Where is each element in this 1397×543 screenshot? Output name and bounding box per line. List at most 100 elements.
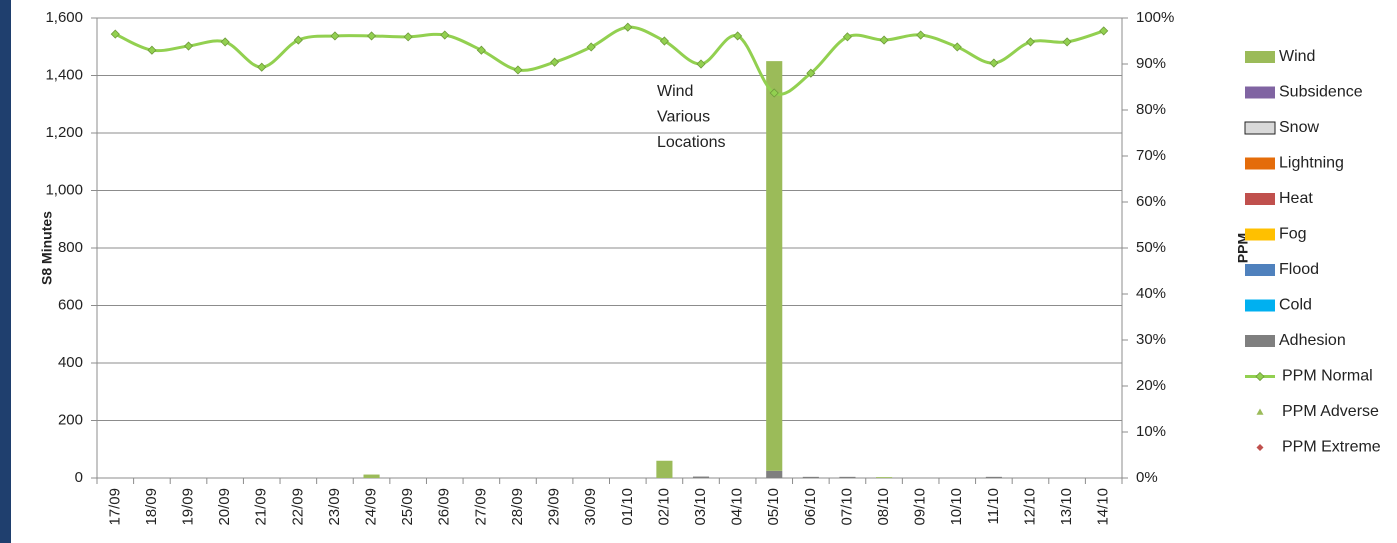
bar-segment [802,476,819,478]
legend-marker [1255,371,1265,382]
bar-segment [839,476,856,478]
y-tick-label: 1,200 [45,124,83,141]
annotation: Wind [657,83,693,100]
x-tick-label: 03/10 [692,488,709,526]
bar-segment [766,61,783,471]
ppm-marker [952,42,962,52]
x-tick-label: 14/10 [1095,488,1112,526]
x-tick-label: 12/10 [1021,488,1038,526]
legend-swatch [1245,299,1275,312]
x-tick-label: 28/09 [509,488,526,526]
legend-swatch [1245,51,1275,63]
ppm-marker [1062,37,1072,47]
ppm-marker [403,32,413,42]
legend-swatch [1244,121,1276,135]
x-tick-label: 18/09 [143,488,160,526]
ppm-marker [550,57,560,67]
x-tick-label: 06/10 [802,488,819,526]
y2-tick-label: 0% [1136,469,1158,486]
y-tick-label: 0 [75,469,83,486]
y-tick-label: 1,000 [45,181,83,198]
bar-segment [692,476,710,478]
ppm-marker [842,32,853,42]
x-tick-label: 04/10 [729,488,746,526]
x-tick-label: 27/09 [472,488,489,526]
bar-segment [766,470,783,478]
side-border [0,0,11,543]
y2-tick-label: 80% [1136,101,1166,118]
ppm-marker [183,41,194,51]
ppm-marker [623,22,633,32]
y-tick-label: 400 [58,354,83,371]
y-tick-label: 600 [58,296,83,313]
y-tick-label: 800 [58,239,83,256]
x-tick-label: 02/10 [655,488,672,526]
ppm-marker [110,29,120,39]
x-tick-label: 10/10 [948,488,965,526]
ppm-marker [586,42,596,52]
ppm-marker [220,37,230,47]
legend-label: Lightning [1279,155,1344,172]
ppm-marker [293,35,303,45]
x-tick-label: 01/10 [619,488,636,526]
y-tick-label: 200 [58,411,83,428]
x-tick-label: 23/09 [326,488,343,526]
x-tick-label: 08/10 [875,488,892,526]
ppm-marker [476,45,486,55]
x-tick-label: 24/09 [363,488,380,526]
x-tick-label: 17/09 [106,488,123,526]
legend-swatch [1245,157,1275,170]
x-tick-label: 20/09 [216,488,233,526]
y2-tick-label: 30% [1136,331,1166,348]
ppm-marker [366,31,377,41]
legend-label: Adhesion [1279,332,1346,349]
legend-label: PPM Adverse [1282,403,1379,420]
legend-label: Heat [1279,190,1313,207]
bar-segment [985,476,1002,478]
ppm-marker [1025,37,1036,47]
legend-label: Snow [1279,119,1319,136]
ppm-marker [806,68,816,78]
annotation: Locations [657,134,726,151]
x-tick-label: 07/10 [838,488,855,526]
legend-marker [1256,408,1264,415]
y2-tick-label: 40% [1136,285,1166,302]
ppm-marker [1099,26,1109,36]
x-tick-label: 05/10 [765,488,782,526]
legend-label: PPM Extreme [1282,439,1381,456]
ppm-marker [659,36,669,46]
y-tick-label: 1,600 [45,9,83,26]
x-tick-label: 25/09 [399,488,416,526]
legend-label: Subsidence [1279,84,1363,101]
legend-label: Cold [1279,297,1312,314]
legend-label: Fog [1279,226,1307,243]
x-tick-label: 29/09 [546,488,563,526]
legend-swatch [1245,86,1275,99]
x-tick-label: 13/10 [1058,488,1075,526]
ppm-marker [733,31,743,41]
x-tick-label: 21/09 [253,488,270,526]
legend-swatch [1245,264,1275,276]
annotation: Various [657,109,710,126]
legend-label: Flood [1279,261,1319,278]
ppm-marker [440,30,450,40]
bar-segment [656,460,673,478]
y-tick-label: 1,400 [45,66,83,83]
y2-tick-label: 10% [1136,423,1166,440]
ppm-marker [147,45,157,55]
ppm-marker [696,59,706,69]
x-tick-label: 22/09 [289,488,306,526]
y2-tick-label: 70% [1136,147,1166,164]
ppm-line [114,25,1105,96]
bar-segment [876,477,893,478]
y2-tick-label: 90% [1136,55,1166,72]
x-tick-label: 11/10 [985,488,1002,524]
y-axis-label: S8 Minutes [39,211,55,285]
x-tick-label: 30/09 [582,488,599,526]
y2-tick-label: 100% [1136,9,1174,26]
ppm-marker [513,65,523,75]
bar-segment [363,474,380,478]
y2-tick-label: 20% [1136,377,1166,394]
x-tick-label: 26/09 [436,488,453,526]
